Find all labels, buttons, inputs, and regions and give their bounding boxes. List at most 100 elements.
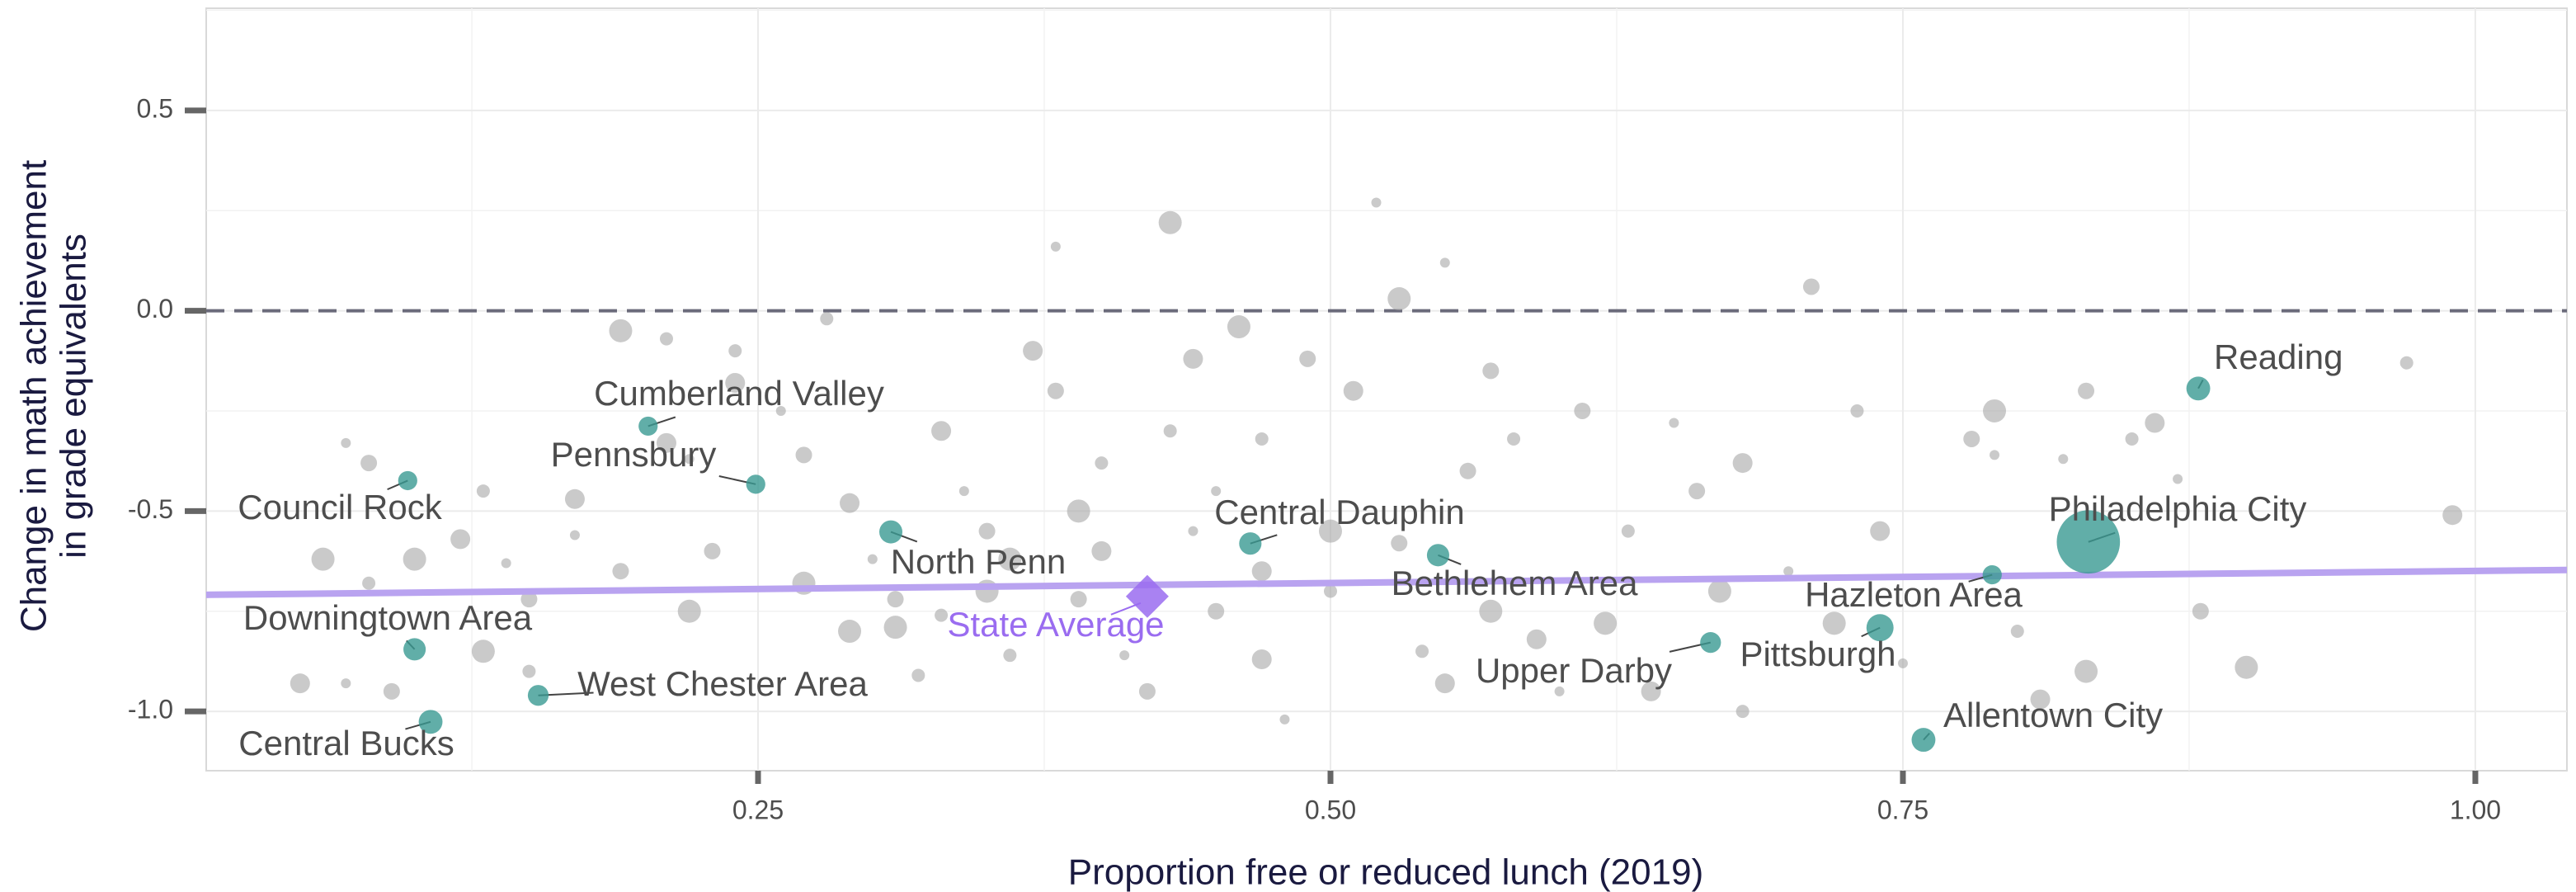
- point: [1050, 241, 1061, 252]
- point: [341, 437, 351, 448]
- point: [341, 678, 351, 689]
- point: [978, 522, 996, 540]
- x-tick-label: 0.50: [1305, 795, 1356, 824]
- point: [1415, 644, 1429, 658]
- point: [1091, 540, 1112, 561]
- point: [1594, 611, 1618, 635]
- point: [1802, 278, 1820, 295]
- point: [403, 547, 426, 571]
- district-point: [527, 685, 549, 706]
- point: [383, 682, 400, 700]
- point: [1227, 315, 1250, 339]
- point: [1163, 424, 1177, 438]
- district-label: Reading: [2214, 337, 2343, 376]
- point: [612, 563, 629, 580]
- point: [476, 484, 490, 498]
- point: [362, 576, 376, 590]
- leader-line: [1110, 602, 1142, 616]
- point: [1211, 486, 1222, 497]
- district-point: [746, 474, 765, 494]
- point: [450, 529, 471, 550]
- point: [677, 599, 701, 623]
- point: [2173, 474, 2183, 484]
- point: [1251, 649, 1272, 670]
- point: [975, 579, 999, 603]
- point: [2030, 689, 2051, 710]
- point: [2058, 454, 2069, 465]
- district-label: Council Rock: [238, 488, 442, 526]
- point: [522, 664, 536, 678]
- y-tick-label: -1.0: [128, 695, 173, 724]
- point: [564, 488, 585, 509]
- point: [1188, 526, 1199, 536]
- district-label: West Chester Area: [577, 664, 868, 703]
- x-tick-label: 1.00: [2450, 795, 2501, 824]
- district-label: Downingtown Area: [243, 598, 533, 637]
- point: [2442, 505, 2463, 526]
- y-axis-title: in grade equivalents: [54, 234, 94, 559]
- point: [2074, 659, 2098, 683]
- point: [684, 454, 695, 465]
- y-tick-label: 0.5: [137, 93, 173, 123]
- point: [1479, 599, 1503, 623]
- state-average-label: State Average: [947, 605, 1164, 644]
- point: [911, 668, 925, 682]
- point: [2192, 602, 2209, 620]
- point: [1641, 681, 1661, 701]
- point: [1439, 257, 1450, 268]
- point: [569, 530, 580, 540]
- point: [883, 616, 907, 640]
- point: [775, 405, 786, 416]
- point: [360, 455, 378, 472]
- point: [998, 547, 1022, 571]
- point: [1897, 658, 1908, 668]
- point: [1669, 418, 1679, 428]
- district-label: Central Dauphin: [1214, 493, 1465, 531]
- district-point: [2186, 376, 2211, 401]
- point: [1688, 483, 1706, 500]
- point: [728, 344, 742, 358]
- point: [1554, 686, 1565, 696]
- point: [1318, 519, 1342, 543]
- x-axis-title: Proportion free or reduced lunch (2019): [1068, 852, 1703, 892]
- point: [311, 547, 335, 571]
- district-label: Pittsburgh: [1740, 635, 1896, 673]
- point: [1434, 673, 1455, 694]
- district-label: Bethlehem Area: [1392, 564, 1639, 602]
- point: [931, 421, 952, 441]
- point: [1251, 561, 1272, 582]
- point: [1459, 462, 1476, 479]
- district-label: North Penn: [891, 542, 1066, 581]
- district-label: Cumberland Valley: [594, 374, 884, 413]
- point: [2078, 382, 2095, 399]
- district-label: Allentown City: [1943, 696, 2163, 734]
- point: [838, 620, 862, 644]
- point: [290, 673, 310, 694]
- y-axis-title: Change in math achievement: [14, 160, 54, 632]
- trend-line: [205, 566, 2568, 598]
- x-tick-label: 0.25: [732, 795, 784, 824]
- point: [1095, 456, 1109, 470]
- point: [820, 312, 834, 326]
- point: [1343, 380, 1363, 401]
- point: [1387, 287, 1411, 311]
- point: [1391, 535, 1408, 552]
- point: [2399, 356, 2414, 370]
- district-point: [1982, 564, 2002, 585]
- district-point: [1239, 532, 1262, 555]
- point: [1526, 629, 1547, 649]
- point: [1850, 404, 1864, 418]
- point: [520, 591, 538, 608]
- district-label: Hazleton Area: [1805, 575, 2023, 614]
- point: [1507, 432, 1521, 446]
- point: [867, 554, 878, 564]
- point: [1183, 348, 1203, 369]
- point: [2235, 655, 2258, 679]
- point: [471, 640, 495, 663]
- point: [1870, 521, 1891, 541]
- district-point: [418, 710, 443, 734]
- point: [958, 486, 969, 497]
- district-point: [638, 416, 658, 437]
- point: [1279, 714, 1290, 724]
